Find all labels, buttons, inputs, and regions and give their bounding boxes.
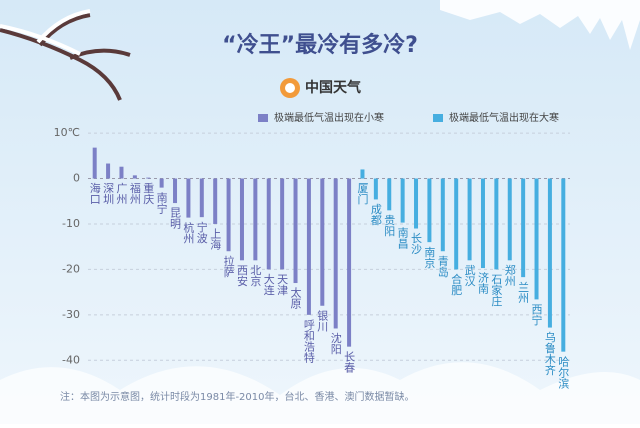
y-tick-label: 0 (73, 172, 80, 185)
bar (253, 178, 258, 261)
bar (480, 178, 485, 269)
legend-swatch (433, 114, 443, 122)
bar (92, 147, 97, 179)
category-label: 西宁 (530, 303, 543, 325)
bar (239, 178, 244, 261)
category-label: 银川 (316, 308, 329, 331)
bar (199, 178, 204, 218)
category-label: 拉萨 (222, 254, 235, 278)
title: “冷王”最冷有多冷? (222, 32, 418, 58)
bar (547, 178, 552, 328)
category-label: 济南 (476, 271, 489, 294)
category-label: 哈尔滨 (557, 355, 570, 389)
bar (106, 163, 111, 179)
bar (146, 177, 151, 179)
category-label: 石家庄 (490, 273, 503, 307)
category-label: 沈阳 (329, 331, 342, 354)
category-label: 成都 (369, 203, 382, 225)
bar (173, 178, 178, 204)
bar (454, 178, 459, 270)
category-label: 合肥 (450, 272, 463, 295)
category-label: 宁波 (195, 220, 208, 244)
category-label: 郑州 (503, 263, 516, 286)
category-label: 昆明 (169, 207, 182, 230)
category-label: 兰州 (517, 281, 530, 303)
category-label: 重庆 (142, 181, 155, 205)
bar (440, 178, 445, 252)
bar (507, 178, 512, 261)
category-label: 海口 (88, 181, 101, 204)
bar (266, 178, 271, 270)
snow (0, 9, 91, 56)
bar (306, 178, 311, 315)
bar (347, 178, 352, 347)
bar (561, 178, 566, 352)
category-label: 西安 (235, 264, 248, 287)
bar (132, 175, 137, 179)
bar (494, 178, 499, 270)
snow-hills (0, 362, 640, 424)
category-label: 广州 (115, 182, 128, 204)
branch (0, 13, 131, 101)
note: 注：本图为示意图，统计时段为1981年-2010年，台北、香港、澳门数据暂缺。 (60, 390, 415, 403)
category-label: 青岛 (436, 255, 449, 278)
bar (467, 178, 472, 261)
category-label: 上海 (209, 228, 222, 251)
legend-label: 极端最低气温出现在大寒 (449, 111, 559, 124)
category-label: 长沙 (410, 232, 423, 254)
bar (414, 178, 419, 229)
bar (320, 178, 325, 306)
legend-label: 极端最低气温出现在小寒 (274, 111, 384, 124)
bar (387, 178, 392, 211)
category-label: 南京 (423, 246, 436, 269)
bar (226, 178, 231, 252)
bar (186, 178, 191, 218)
category-label: 福州 (128, 181, 141, 204)
bar (427, 178, 432, 243)
logo-icon (285, 83, 295, 93)
category-label: 北京 (249, 264, 262, 287)
y-tick-label: -20 (62, 262, 80, 275)
category-label: 呼和浩特 (302, 319, 315, 363)
category-label: 杭州 (182, 220, 195, 243)
y-tick-label: 10℃ (54, 126, 80, 139)
y-tick-label: -40 (62, 353, 80, 366)
bar (360, 169, 365, 179)
logo-text: 中国天气 (305, 79, 361, 96)
legend-swatch (258, 114, 268, 122)
bar (333, 178, 338, 329)
category-label: 大连 (262, 272, 275, 295)
bar (293, 178, 298, 284)
y-tick-label: -10 (62, 217, 80, 230)
bar (119, 166, 124, 179)
bar (159, 178, 164, 188)
icicles (440, 0, 640, 50)
category-label: 长春 (343, 350, 356, 373)
bar (280, 178, 285, 270)
bar (400, 178, 405, 223)
category-label: 贵阳 (383, 214, 396, 236)
category-label: 太原 (289, 287, 302, 309)
category-label: 南宁 (155, 191, 168, 213)
bar (213, 178, 218, 224)
bar (373, 178, 378, 200)
y-tick-label: -30 (62, 308, 80, 321)
bar (521, 178, 526, 278)
category-label: 深圳 (102, 182, 115, 204)
category-label: 乌鲁木齐 (543, 330, 556, 376)
bar (534, 178, 539, 300)
category-label: 厦门 (356, 182, 369, 205)
category-label: 天津 (276, 273, 289, 295)
category-label: 武汉 (463, 264, 476, 287)
category-label: 南昌 (396, 226, 409, 249)
